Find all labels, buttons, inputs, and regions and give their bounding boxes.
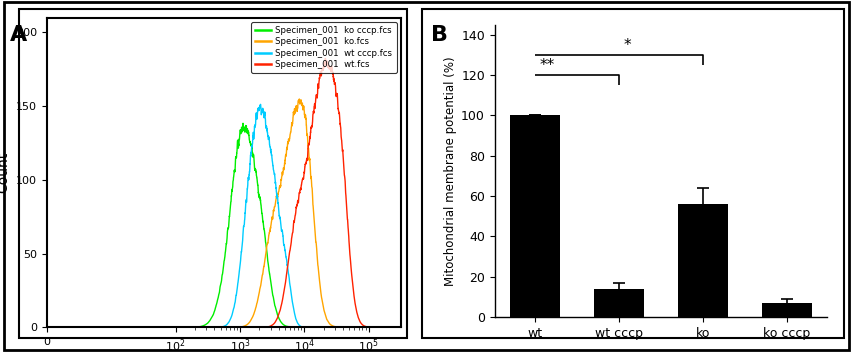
Text: B: B — [430, 25, 447, 45]
Text: A: A — [10, 25, 27, 45]
Specimen_001  ko cccp.fcs — [388, 325, 398, 329]
Specimen_001  wt.fcs — [388, 325, 398, 329]
Specimen_001  wt cccp.fcs — [255, 102, 265, 106]
Specimen_001  wt.fcs — [388, 325, 398, 329]
Specimen_001  ko.fcs — [294, 97, 304, 101]
Legend: Specimen_001  ko cccp.fcs, Specimen_001  ko.fcs, Specimen_001  wt cccp.fcs, Spec: Specimen_001 ko cccp.fcs, Specimen_001 k… — [250, 22, 396, 73]
Specimen_001  wt.fcs — [138, 325, 148, 329]
Specimen_001  wt cccp.fcs — [389, 325, 399, 329]
Bar — [509, 115, 560, 317]
Specimen_001  wt.fcs — [395, 325, 406, 329]
Specimen_001  ko cccp.fcs — [238, 121, 248, 125]
Y-axis label: Count: Count — [0, 152, 10, 193]
Line: Specimen_001  wt cccp.fcs: Specimen_001 wt cccp.fcs — [143, 104, 400, 327]
Specimen_001  ko cccp.fcs — [395, 325, 406, 329]
Specimen_001  wt cccp.fcs — [325, 325, 336, 329]
Specimen_001  ko cccp.fcs — [256, 211, 267, 215]
Line: Specimen_001  ko cccp.fcs: Specimen_001 ko cccp.fcs — [143, 123, 400, 327]
Specimen_001  wt cccp.fcs — [263, 136, 273, 140]
Specimen_001  ko.fcs — [341, 325, 351, 329]
Specimen_001  wt cccp.fcs — [138, 325, 148, 329]
Bar — [761, 303, 811, 317]
Specimen_001  ko cccp.fcs — [263, 265, 273, 270]
Specimen_001  wt cccp.fcs — [152, 325, 162, 329]
Specimen_001  ko cccp.fcs — [341, 325, 351, 329]
Specimen_001  wt.fcs — [320, 56, 330, 61]
Specimen_001  ko.fcs — [388, 325, 398, 329]
Bar — [593, 289, 643, 317]
Specimen_001  ko.fcs — [152, 325, 162, 329]
Specimen_001  ko cccp.fcs — [388, 325, 398, 329]
Specimen_001  wt.fcs — [152, 325, 162, 329]
Specimen_001  ko cccp.fcs — [152, 325, 162, 329]
Specimen_001  wt cccp.fcs — [388, 325, 398, 329]
Specimen_001  wt.fcs — [341, 199, 351, 203]
Specimen_001  ko.fcs — [388, 325, 398, 329]
Specimen_001  ko.fcs — [256, 276, 267, 280]
Specimen_001  wt cccp.fcs — [395, 325, 406, 329]
Specimen_001  wt.fcs — [256, 325, 267, 329]
Specimen_001  ko.fcs — [138, 325, 148, 329]
Text: *: * — [623, 38, 630, 53]
Specimen_001  wt cccp.fcs — [256, 111, 267, 115]
Specimen_001  ko cccp.fcs — [389, 325, 400, 329]
Specimen_001  wt cccp.fcs — [341, 325, 351, 329]
Line: Specimen_001  ko.fcs: Specimen_001 ko.fcs — [143, 99, 400, 327]
Text: **: ** — [538, 58, 554, 73]
Specimen_001  wt.fcs — [263, 325, 273, 329]
Specimen_001  ko.fcs — [395, 325, 406, 329]
Bar — [677, 204, 728, 317]
Specimen_001  ko.fcs — [263, 234, 273, 238]
Y-axis label: Mitochondrial membrane potential (%): Mitochondrial membrane potential (%) — [443, 56, 457, 285]
Line: Specimen_001  wt.fcs: Specimen_001 wt.fcs — [143, 58, 400, 327]
Specimen_001  ko cccp.fcs — [138, 325, 148, 329]
